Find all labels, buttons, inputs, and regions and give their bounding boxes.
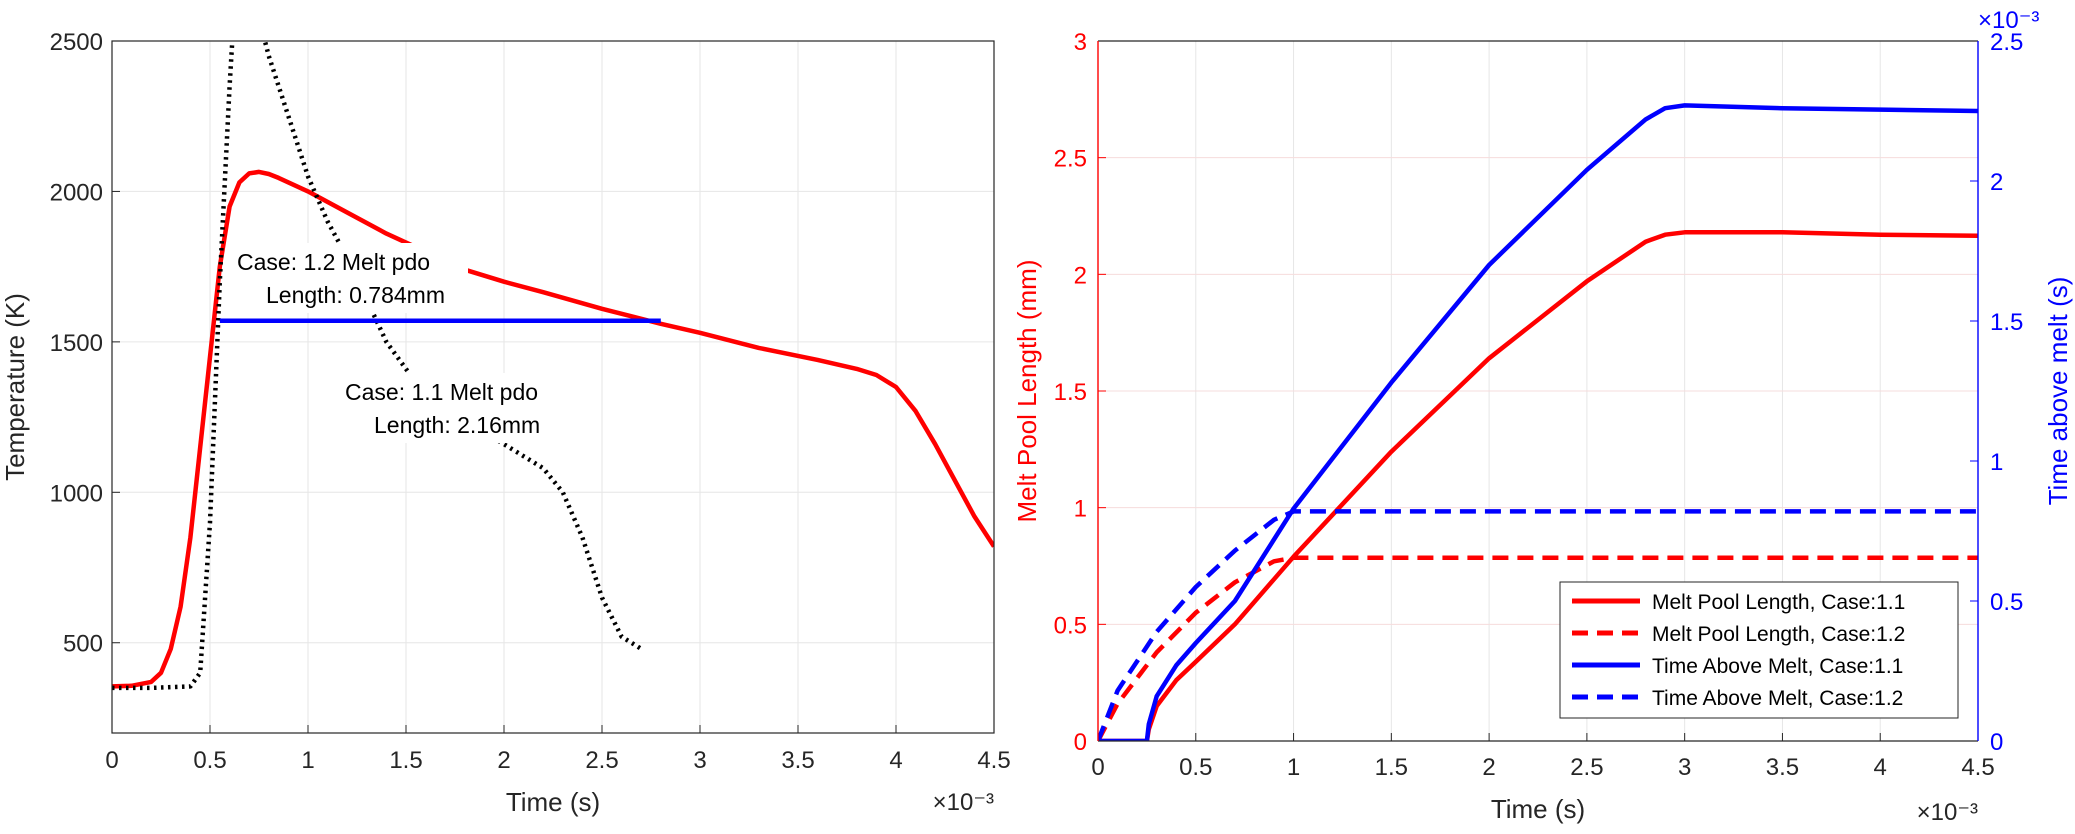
x-tick-label: 2: [1482, 754, 1495, 781]
legend-label: Time Above Melt, Case:1.2: [1652, 687, 1903, 710]
legend: Melt Pool Length, Case:1.1 Melt Pool Len…: [1559, 581, 1959, 719]
series-lines: [1098, 103, 1978, 741]
tick-labels: 0 0.5 1 1.5 2 2.5 3 3.5 4 4.500.511.522.5300.511.…: [1054, 29, 2024, 781]
legend-label: Melt Pool Length, Case:1.1: [1652, 591, 1905, 614]
x-tick-label: 3: [1678, 754, 1691, 781]
melt-pool-chart: 0 0.5 1 1.5 2 2.5 3 3.5 4 4.500.511.522.5300.511.…: [1012, 7, 2073, 826]
y-left-tick-label: 1.5: [1054, 379, 1087, 406]
x-tick-label: 2.5: [1570, 754, 1603, 781]
y-left-tick-label: 0: [1074, 729, 1087, 756]
black-dotted-temperature-curve: [112, 41, 643, 691]
x-tick-label: 4.5: [977, 747, 1010, 774]
y-tick-label: 500: [63, 631, 103, 658]
y-tick-label: 2500: [50, 29, 103, 56]
y2-exponent-label: ×10⁻³: [1978, 7, 2039, 34]
y-left-tick-label: 0.5: [1054, 612, 1087, 639]
x-tick-label: 2: [497, 747, 510, 774]
right-y-axis-label: Time above melt (s): [2043, 277, 2073, 506]
y-right-tick-label: 0: [1990, 729, 2003, 756]
annotation-line-1: Case: 1.1 Melt pdo: [345, 379, 538, 405]
legend-entry-2: Melt Pool Length, Case:1.2: [1572, 623, 1905, 646]
tick-labels: 0 0.5 1 1.5 2 2.5 3 3.5 4 4.5 500 1000 1500 2000 2500: [50, 29, 1011, 774]
x-tick-label: 4.5: [1961, 754, 1994, 781]
x-exponent-label: ×10⁻³: [933, 789, 994, 816]
legend-entry-3: Time Above Melt, Case:1.1: [1572, 655, 1903, 678]
x-axis-label: Time (s): [1491, 794, 1585, 824]
x-tick-label: 0: [1091, 754, 1104, 781]
y-tick-label: 2000: [50, 179, 103, 206]
y-axis-label: Temperature (K): [0, 293, 30, 481]
x-tick-label: 3: [693, 747, 706, 774]
x-tick-label: 0.5: [193, 747, 226, 774]
y-left-tick-label: 3: [1074, 29, 1087, 56]
x-tick-label: 3.5: [1766, 754, 1799, 781]
plot-frame: [111, 40, 995, 734]
x-tick-label: 1.5: [389, 747, 422, 774]
x-tick-label: 3.5: [781, 747, 814, 774]
x-axis-label: Time (s): [506, 787, 600, 817]
annotation-line-2: Length: 2.16mm: [374, 412, 540, 438]
legend-entry-1: Melt Pool Length, Case:1.1: [1572, 591, 1905, 614]
legend-label: Time Above Melt, Case:1.1: [1652, 655, 1903, 678]
y-left-tick-label: 1: [1074, 496, 1087, 523]
x-tick-label: 2.5: [585, 747, 618, 774]
series-line-4: [1098, 509, 1978, 741]
annotation-case-1-1: Case: 1.1 Melt pdo Length: 2.16mm: [340, 373, 575, 443]
temperature-chart: 0 0.5 1 1.5 2 2.5 3 3.5 4 4.55001000150020002500 …: [0, 29, 1011, 817]
y-tick-label: 1000: [50, 480, 103, 507]
y-right-tick-label: 1: [1990, 449, 2003, 476]
x-tick-label: 1: [301, 747, 314, 774]
y-left-tick-label: 2.5: [1054, 146, 1087, 173]
x-tick-label: 1.5: [1375, 754, 1408, 781]
x-exponent-label: ×10⁻³: [1917, 799, 1978, 826]
series-line-3: [1098, 103, 1978, 741]
y-right-tick-label: 1.5: [1990, 309, 2023, 336]
y-right-tick-label: 2: [1990, 169, 2003, 196]
legend-label: Melt Pool Length, Case:1.2: [1652, 623, 1905, 646]
legend-entry-4: Time Above Melt, Case:1.2: [1572, 687, 1903, 710]
y-right-tick-label: 2.5: [1990, 29, 2023, 56]
x-tick-label: 0: [105, 747, 118, 774]
y-left-tick-label: 2: [1074, 262, 1087, 289]
red-temperature-curve: [112, 169, 994, 689]
left-y-axis-label: Melt Pool Length (mm): [1012, 260, 1042, 523]
x-tick-label: 4: [889, 747, 902, 774]
annotation-line-2: Length: 0.784mm: [266, 282, 445, 308]
series-lines: [112, 41, 994, 691]
series-line-2: [1098, 555, 1978, 741]
y-tick-label: 1500: [50, 330, 103, 357]
annotation-case-1-2: Case: 1.2 Melt pdo Length: 0.784mm: [232, 243, 468, 313]
x-tick-label: 4: [1874, 754, 1887, 781]
annotation-line-1: Case: 1.2 Melt pdo: [237, 249, 430, 275]
x-tick-label: 1: [1287, 754, 1300, 781]
x-tick-label: 0.5: [1179, 754, 1212, 781]
y-right-tick-label: 0.5: [1990, 589, 2023, 616]
